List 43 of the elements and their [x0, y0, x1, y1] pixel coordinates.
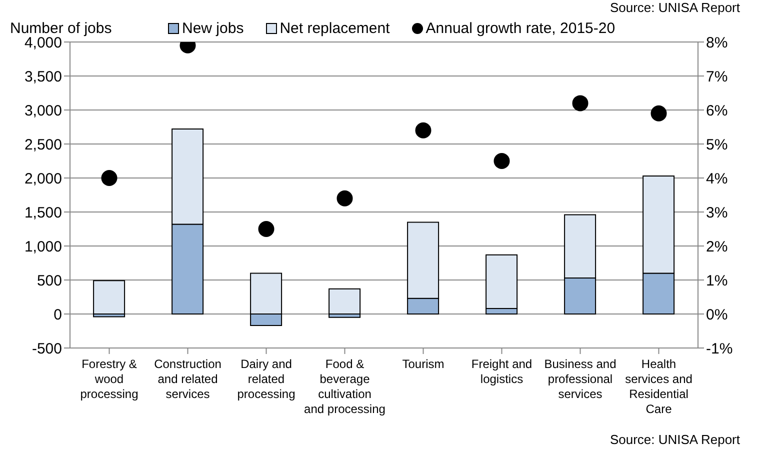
x-tick-label: Dairy and related processing	[237, 357, 296, 401]
legend-label: New jobs	[182, 20, 244, 37]
y2-tick-label: 6%	[706, 102, 728, 120]
point	[258, 221, 274, 237]
point	[494, 153, 510, 169]
y-tick-label: 2,500	[24, 136, 62, 154]
x-tick-label: Tourism	[402, 357, 444, 371]
y2-tick-label: 3%	[706, 204, 728, 222]
point	[101, 170, 118, 186]
x-tick-label: Food & beverage cultivation and processing	[304, 357, 386, 416]
y2-tick-label: 4%	[706, 170, 728, 188]
y-tick-label: 1,500	[24, 204, 62, 222]
legend-label: Annual growth rate, 2015-20	[426, 20, 616, 37]
y-tick-label: 4,000	[24, 34, 62, 52]
bar	[93, 280, 126, 314]
x-tick-label: Business and professional services	[544, 357, 616, 401]
bar	[328, 288, 361, 314]
y-axis-title: Number of jobs	[10, 20, 112, 37]
y-tick-label: 500	[36, 272, 62, 290]
legend-label: Net replacement	[280, 20, 390, 37]
y-tick-label: 3,000	[24, 102, 62, 120]
y2-tick-label: 1%	[706, 272, 728, 290]
y2-tick-label: 5%	[706, 136, 728, 154]
point	[650, 105, 667, 122]
y-tick-label: 0	[54, 306, 62, 324]
x-tick-label: Forestry & wood processing	[80, 357, 138, 401]
point	[336, 190, 353, 206]
y2-tick-label: 8%	[706, 34, 728, 52]
y2-tick-label: 7%	[706, 68, 728, 86]
y2-tick-label: 0%	[706, 306, 728, 324]
x-tick-label: Freight and logistics	[471, 357, 532, 386]
y-tick-label: -500	[32, 340, 62, 358]
x-tick-label: Health services and Residential Care	[625, 357, 692, 416]
y-tick-label: 3,500	[24, 68, 62, 86]
y2-tick-label: 2%	[706, 238, 728, 256]
y2-tick-label: -1%	[706, 340, 733, 358]
source-note: Source: UNISA Report	[610, 432, 740, 447]
x-tick-label: Construction and related services	[154, 357, 222, 401]
point	[415, 122, 432, 138]
point	[572, 95, 588, 112]
source-note: Source: UNISA Report	[610, 0, 740, 15]
y-tick-label: 1,000	[24, 238, 62, 256]
y-tick-label: 2,000	[24, 170, 62, 188]
